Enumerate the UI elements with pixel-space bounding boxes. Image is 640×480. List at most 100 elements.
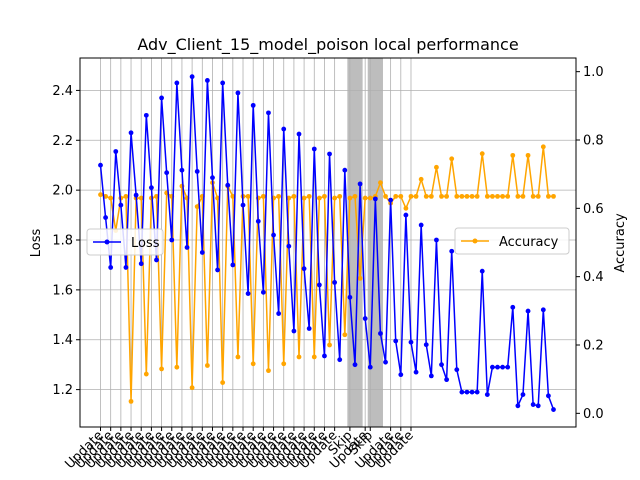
accuracy-point-49 [347,195,353,201]
legend-accuracy-label: Accuracy [499,235,559,250]
accuracy-point-45 [327,342,332,348]
accuracy-point-50 [352,193,358,199]
accuracy-point-85 [530,193,536,199]
accuracy-point-86 [535,193,541,199]
loss-point-70 [454,367,460,373]
loss-point-75 [479,268,485,274]
accuracy-point-37 [286,195,292,201]
loss-point-8 [138,261,144,267]
loss-point-41 [306,326,312,331]
accuracy-point-5 [123,193,129,199]
legend-loss-label: Loss [131,236,160,251]
y-axis-right-label: Accuracy [613,213,628,273]
loss-point-12 [159,95,164,101]
y-left-tick-label-3: 1.8 [52,234,73,249]
accuracy-point-19 [194,204,200,210]
accuracy-point-36 [281,361,287,367]
loss-point-51 [357,181,363,187]
loss-point-49 [347,294,353,300]
skip-span-0 [347,58,363,427]
accuracy-point-73 [469,193,475,199]
loss-point-69 [449,248,455,254]
loss-point-37 [286,243,292,249]
accuracy-point-52 [362,195,368,201]
accuracy-point-21 [204,363,210,368]
accuracy-point-55 [378,180,383,186]
accuracy-point-66 [434,164,439,170]
loss-point-59 [398,372,404,378]
chart-title: Adv_Client_15_model_poison local perform… [137,35,518,55]
accuracy-point-56 [383,193,388,199]
accuracy-point-83 [520,193,526,199]
accuracy-point-65 [428,193,434,199]
loss-point-6 [128,130,134,136]
loss-point-28 [240,202,246,208]
loss-point-20 [199,250,205,255]
loss-point-5 [123,265,129,270]
accuracy-point-48 [342,332,348,338]
y-left-tick-label-5: 2.2 [52,134,73,149]
accuracy-point-72 [464,193,470,199]
loss-point-18 [189,74,195,80]
loss-point-60 [403,212,409,218]
loss-point-40 [301,266,307,272]
y-right-tick-label-0: 0.0 [583,407,604,422]
loss-point-44 [322,353,327,359]
loss-point-32 [260,289,266,295]
loss-point-86 [535,403,541,409]
accuracy-point-15 [174,364,180,370]
loss-point-63 [418,222,424,228]
accuracy-point-24 [220,380,226,385]
accuracy-point-63 [418,176,424,182]
axes: 1.21.41.61.82.02.22.40.00.20.40.60.81.0U… [52,65,603,472]
accuracy-point-9 [143,371,149,377]
accuracy-point-61 [408,193,414,199]
loss-point-13 [164,170,170,176]
y-left-tick-label-4: 2.0 [52,184,73,199]
accuracy-point-32 [260,193,266,199]
accuracy-point-39 [296,354,302,360]
loss-point-62 [413,369,419,375]
y-left-tick-label-6: 2.4 [52,84,73,99]
y-right-tick-label-5: 1.0 [583,65,604,80]
loss-point-78 [495,364,500,370]
loss-point-87 [540,307,546,313]
loss-point-3 [113,149,119,154]
loss-point-56 [383,359,388,365]
loss-point-4 [118,202,124,208]
accuracy-point-43 [316,195,322,201]
loss-point-26 [230,262,236,268]
y-right-tick-label-3: 0.6 [583,202,604,217]
loss-point-45 [327,151,332,157]
loss-point-21 [204,78,210,83]
accuracy-point-89 [551,193,556,199]
loss-point-17 [184,245,190,250]
loss-point-47 [337,357,343,363]
loss-point-72 [464,389,470,395]
loss-point-54 [372,196,378,202]
accuracy-point-27 [235,354,241,360]
loss-point-68 [444,377,450,383]
accuracy-point-80 [505,193,511,199]
loss-point-48 [342,167,348,173]
accuracy-point-59 [398,193,404,199]
accuracy-point-87 [540,144,546,150]
loss-point-88 [546,393,551,399]
loss-point-38 [291,328,297,334]
accuracy-point-64 [423,193,429,199]
loss-point-30 [250,102,256,108]
loss-point-10 [148,185,154,191]
loss-point-33 [266,110,271,116]
accuracy-point-0 [98,192,103,198]
loss-point-58 [393,338,399,344]
accuracy-point-81 [510,152,516,158]
accuracy-point-68 [444,193,450,199]
accuracy-point-42 [311,354,317,360]
accuracy-point-11 [154,193,159,199]
loss-point-85 [530,402,536,407]
loss-point-11 [154,257,159,263]
accuracy-point-75 [479,151,485,157]
loss-point-35 [276,311,282,316]
accuracy-point-38 [291,193,297,199]
loss-point-43 [316,282,322,288]
